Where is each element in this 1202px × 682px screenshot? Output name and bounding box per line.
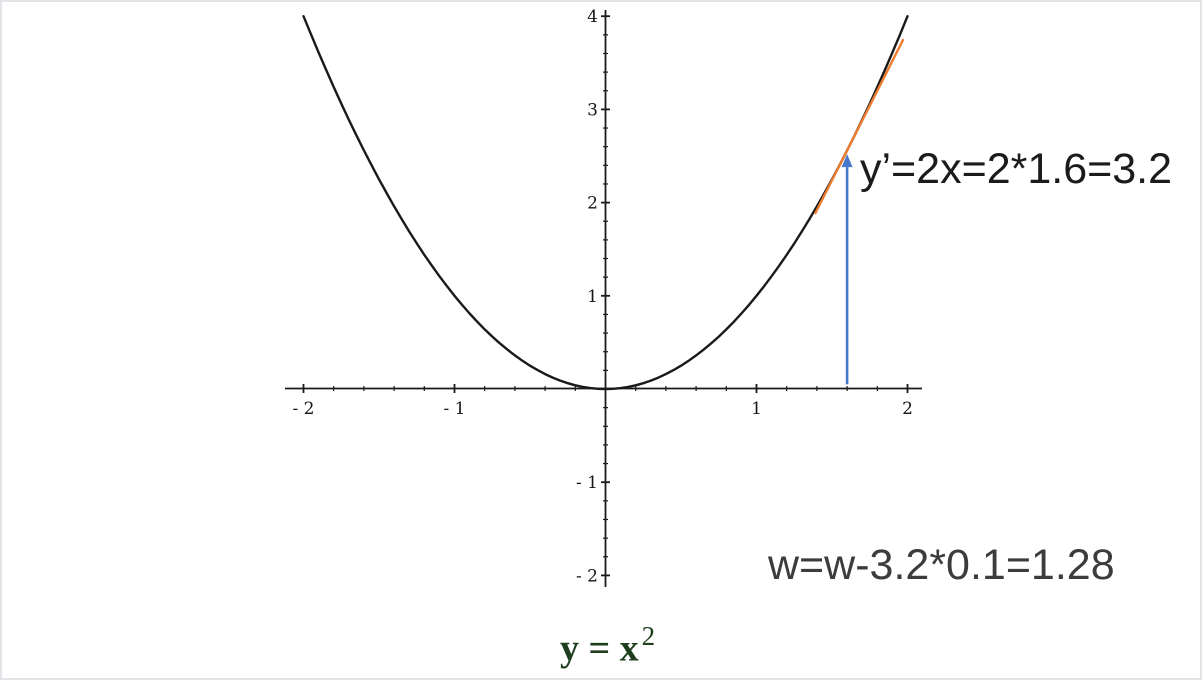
y-tick-label: 4 bbox=[587, 7, 598, 27]
x-tick-label: - 1 bbox=[444, 399, 466, 419]
y-tick-label: 3 bbox=[587, 100, 598, 120]
formula-exponent: 2 bbox=[641, 621, 656, 651]
x-tick-label: 1 bbox=[751, 399, 762, 419]
parabola-curve bbox=[302, 14, 909, 391]
y-tick-label: - 2 bbox=[576, 566, 598, 586]
x-tick-label: - 2 bbox=[293, 399, 315, 419]
formula-base: y = x bbox=[560, 627, 639, 670]
derivative-annotation: y’=2x=2*1.6=3.2 bbox=[860, 145, 1173, 193]
y-tick-label: - 1 bbox=[576, 473, 598, 493]
tangent-line bbox=[814, 38, 905, 215]
y-tick-label: 1 bbox=[587, 287, 598, 307]
weight-update-annotation: w=w-3.2*0.1=1.28 bbox=[768, 541, 1115, 589]
gradient-arrow-head bbox=[841, 154, 853, 168]
x-tick-label: 2 bbox=[902, 399, 913, 419]
y-tick-label: 2 bbox=[587, 194, 598, 214]
